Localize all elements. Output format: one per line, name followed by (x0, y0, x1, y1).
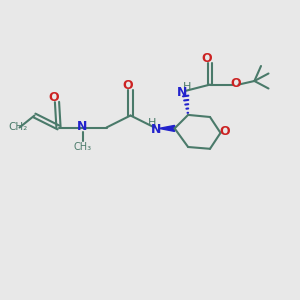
Text: H: H (183, 82, 191, 92)
Text: CH₂: CH₂ (8, 122, 28, 133)
Text: N: N (77, 119, 88, 133)
Text: O: O (49, 91, 59, 104)
Text: H: H (148, 118, 156, 128)
Text: O: O (122, 79, 133, 92)
Text: O: O (230, 77, 241, 90)
Text: N: N (177, 86, 188, 99)
Text: O: O (220, 125, 230, 138)
Text: N: N (151, 122, 161, 136)
Polygon shape (159, 125, 175, 131)
Text: CH₃: CH₃ (74, 142, 92, 152)
Text: O: O (202, 52, 212, 65)
